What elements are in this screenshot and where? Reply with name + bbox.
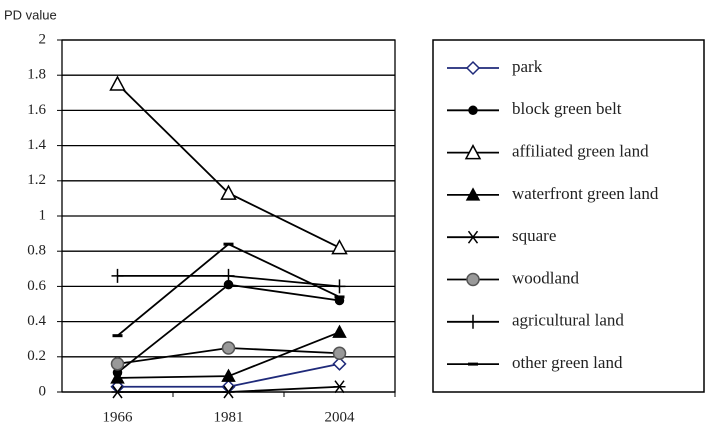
marker [468,105,478,116]
y-axis-label: PD value [4,7,57,22]
marker [222,385,235,399]
marker [333,279,346,294]
marker [464,144,482,160]
legend-label: square [512,226,556,245]
marker [467,314,479,329]
y-tick-label: 0.2 [27,348,46,364]
y-tick-label: 1.6 [27,102,46,118]
series-line [116,83,340,249]
marker [110,357,125,371]
marker [111,385,124,399]
legend-label: other green land [512,353,623,372]
y-tick-label: 0.8 [27,243,46,259]
legend-frame [432,39,705,393]
marker [465,187,481,201]
legend-label: woodland [512,268,580,287]
legend-label: affiliated green land [512,142,649,161]
marker [466,272,480,287]
legend-label: waterfront green land [512,184,659,203]
marker [332,356,347,371]
marker [332,346,347,361]
marker [332,324,347,338]
marker [333,380,346,394]
marker [111,268,124,283]
y-tick-label: 1 [39,207,47,223]
marker [331,239,348,255]
marker [222,268,235,283]
x-tick-label: 2004 [325,409,356,425]
y-tick-label: 1.2 [27,172,46,188]
y-tick-label: 0 [39,383,47,399]
marker [220,184,237,200]
marker [109,75,126,91]
y-tick-label: 0.4 [27,313,46,329]
legend-label: block green belt [512,99,622,118]
legend-label: agricultural land [512,311,624,330]
y-tick-label: 1.4 [27,137,46,153]
x-tick-label: 1981 [214,409,244,425]
marker [467,230,479,244]
marker [221,341,236,355]
y-tick-label: 2 [39,31,47,47]
marker [465,60,481,76]
y-tick-label: 0.6 [27,278,46,294]
marker [221,368,236,382]
y-tick-label: 1.8 [27,67,46,83]
x-tick-label: 1966 [103,409,134,425]
legend-label: park [512,57,543,76]
marker [110,370,125,384]
